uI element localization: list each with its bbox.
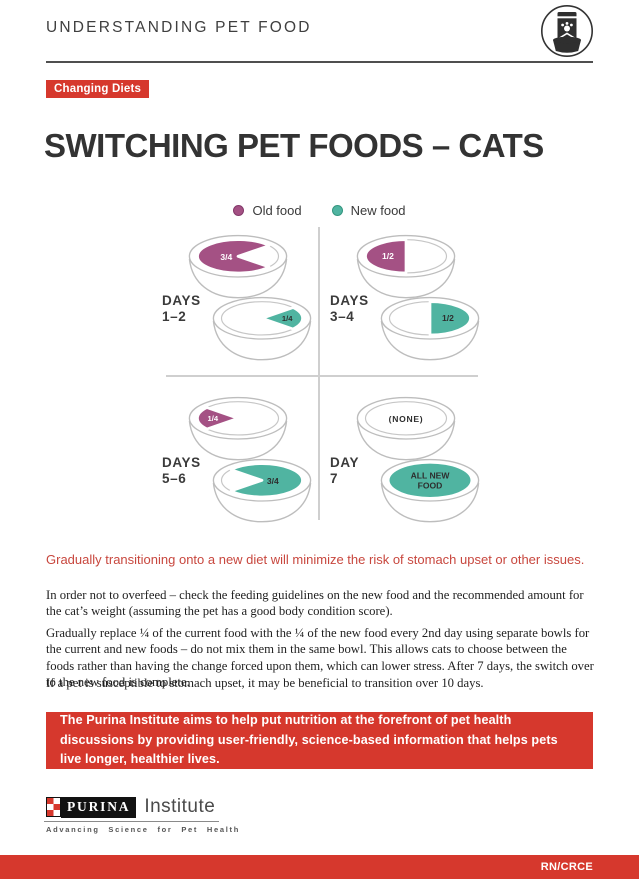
svg-text:1/4: 1/4 [207, 414, 218, 423]
svg-text:1/2: 1/2 [442, 313, 454, 323]
page-title: SWITCHING PET FOODS – CATS [44, 127, 544, 164]
bowl-days5-6-old-food: 1/4 [188, 396, 288, 461]
svg-text:3/4: 3/4 [267, 476, 279, 486]
footer-bar: RN/CRCE [0, 855, 639, 879]
logo-tagline: Advancing Science for Pet Health [46, 825, 241, 834]
quadrant-label-days-5-6: DAYS 5–6 [162, 455, 201, 486]
bowl-days1-2-old-food: 3/4 [188, 234, 288, 299]
old-food-wedge [196, 406, 240, 431]
logo-divider [44, 821, 219, 822]
new-food-wedge [428, 300, 472, 337]
bowl-day7-all-new-food: ALL NEW FOOD [380, 458, 480, 523]
diagram-vertical-divider [318, 227, 320, 520]
bowl-days3-4-old-food: 1/2 [356, 234, 456, 299]
legend-new-label: New food [350, 203, 406, 218]
new-food-wedge [229, 462, 304, 499]
purina-institute-callout: The Purina Institute aims to help put nu… [46, 712, 593, 769]
bowl-day7-empty: (NONE) [356, 396, 456, 461]
purina-institute-logo: PURINA Institute [46, 796, 216, 818]
svg-text:FOOD: FOOD [418, 480, 443, 490]
legend-old-label: Old food [252, 203, 302, 218]
old-food-wedge [364, 238, 408, 275]
diagram-horizontal-divider [166, 375, 478, 377]
legend: Old food New food [0, 203, 639, 218]
legend-item-new-food: New food [331, 203, 406, 218]
purina-wordmark: PURINA [61, 796, 137, 818]
body-paragraph-3: If a pet is susceptible to stomach upset… [46, 676, 484, 690]
bowl-days3-4-new-food: 1/2 [380, 296, 480, 361]
header-divider [46, 61, 593, 63]
svg-text:(NONE): (NONE) [389, 414, 424, 424]
bowl-days1-2-new-food: 1/4 [212, 296, 312, 361]
key-message: Gradually transitioning onto a new diet … [46, 552, 585, 567]
body-paragraph-1: In order not to overfeed – check the fee… [46, 588, 584, 619]
institute-wordmark: Institute [144, 796, 216, 817]
new-food-wedge [260, 306, 304, 331]
svg-text:ALL NEW: ALL NEW [411, 471, 451, 481]
quadrant-label-days-3-4: DAYS 3–4 [330, 293, 369, 324]
new-food-dot-icon [331, 205, 343, 216]
callout-text: The Purina Institute aims to help put nu… [60, 713, 558, 767]
old-food-wedge [196, 238, 271, 275]
footer-code: RN/CRCE [540, 861, 593, 873]
bowl-days5-6-new-food: 3/4 [212, 458, 312, 523]
header-title: UNDERSTANDING PET FOOD [46, 19, 312, 36]
pet-food-bag-bowl-icon [540, 4, 594, 58]
quadrant-label-day-7: DAY 7 [330, 455, 360, 486]
quadrant-label-days-1-2: DAYS 1–2 [162, 293, 201, 324]
svg-text:1/4: 1/4 [282, 314, 293, 323]
category-badge: Changing Diets [46, 80, 150, 98]
body-paragraph-2: Gradually replace ¼ of the current food … [46, 626, 594, 690]
svg-text:3/4: 3/4 [220, 252, 232, 262]
purina-checkerboard-icon [46, 797, 61, 817]
legend-item-old-food: Old food [233, 203, 302, 218]
svg-text:1/2: 1/2 [382, 251, 394, 261]
new-food-full-fill [389, 463, 471, 497]
old-food-dot-icon [233, 205, 245, 216]
